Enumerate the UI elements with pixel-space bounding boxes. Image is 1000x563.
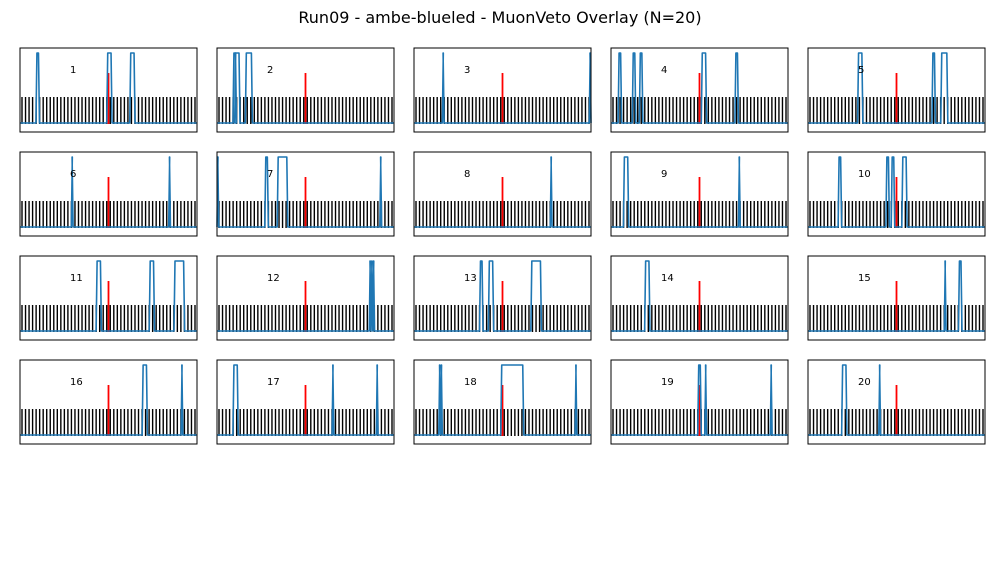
panel-label: 2 bbox=[267, 65, 273, 76]
panel-label: 12 bbox=[267, 273, 280, 284]
panel-label: 16 bbox=[70, 377, 83, 388]
panel-4: 4 bbox=[610, 47, 789, 133]
panel-18: 18 bbox=[413, 359, 592, 445]
panel-label: 10 bbox=[858, 169, 871, 180]
panel-frame bbox=[807, 151, 986, 237]
trace-line bbox=[611, 364, 788, 436]
panel-frame bbox=[413, 255, 592, 341]
panel-13: 13 bbox=[413, 255, 592, 341]
panel-label: 7 bbox=[267, 169, 273, 180]
panel-20: 20 bbox=[807, 359, 986, 445]
panel-1: 1 bbox=[19, 47, 198, 133]
panel-frame bbox=[19, 255, 198, 341]
panel-frame bbox=[610, 255, 789, 341]
panel-10: 10 bbox=[807, 151, 986, 237]
panel-frame bbox=[413, 47, 592, 133]
trace-line bbox=[611, 156, 788, 228]
panel-6: 6 bbox=[19, 151, 198, 237]
trace-line bbox=[808, 156, 985, 228]
trace-line bbox=[20, 364, 197, 436]
panel-15: 15 bbox=[807, 255, 986, 341]
trace-line bbox=[808, 52, 985, 124]
trace-line bbox=[808, 364, 985, 436]
panel-frame bbox=[610, 47, 789, 133]
panel-label: 17 bbox=[267, 377, 280, 388]
panel-3: 3 bbox=[413, 47, 592, 133]
trace-line bbox=[20, 260, 197, 332]
panel-label: 4 bbox=[661, 65, 667, 76]
panel-label: 20 bbox=[858, 377, 871, 388]
panel-label: 13 bbox=[464, 273, 477, 284]
figure-title: Run09 - ambe-blueled - MuonVeto Overlay … bbox=[298, 8, 702, 27]
panel-label: 8 bbox=[464, 169, 470, 180]
panel-7: 7 bbox=[216, 151, 395, 237]
panel-label: 6 bbox=[70, 169, 76, 180]
panel-label: 14 bbox=[661, 273, 674, 284]
panel-label: 11 bbox=[70, 273, 83, 284]
panel-17: 17 bbox=[216, 359, 395, 445]
trace-line bbox=[611, 52, 788, 124]
trace-line bbox=[414, 156, 591, 228]
trace-line bbox=[414, 260, 591, 332]
panel-9: 9 bbox=[610, 151, 789, 237]
panel-label: 19 bbox=[661, 377, 674, 388]
panel-frame bbox=[807, 359, 986, 445]
panel-2: 2 bbox=[216, 47, 395, 133]
panel-label: 1 bbox=[70, 65, 76, 76]
trace-line bbox=[20, 52, 197, 124]
trace-line bbox=[217, 260, 394, 332]
panel-19: 19 bbox=[610, 359, 789, 445]
panel-frame bbox=[216, 151, 395, 237]
panel-label: 9 bbox=[661, 169, 667, 180]
panel-label: 5 bbox=[858, 65, 864, 76]
trace-line bbox=[216, 156, 394, 228]
trace-line bbox=[217, 52, 394, 124]
panel-frame bbox=[19, 359, 198, 445]
panel-8: 8 bbox=[413, 151, 592, 237]
panel-frame bbox=[413, 151, 592, 237]
panel-frame bbox=[216, 47, 395, 133]
panel-11: 11 bbox=[19, 255, 198, 341]
panel-frame bbox=[413, 359, 592, 445]
trace-line bbox=[20, 156, 197, 228]
trace-line bbox=[217, 364, 394, 436]
trace-line bbox=[414, 364, 591, 436]
panel-frame bbox=[19, 47, 198, 133]
panel-label: 15 bbox=[858, 273, 871, 284]
panel-frame bbox=[610, 359, 789, 445]
panel-16: 16 bbox=[19, 359, 198, 445]
panel-frame bbox=[807, 47, 986, 133]
panel-12: 12 bbox=[216, 255, 395, 341]
trace-line bbox=[611, 260, 788, 332]
panel-frame bbox=[807, 255, 986, 341]
panel-label: 3 bbox=[464, 65, 470, 76]
panel-frame bbox=[216, 359, 395, 445]
panel-frame bbox=[216, 255, 395, 341]
panel-label: 18 bbox=[464, 377, 477, 388]
trace-line bbox=[414, 52, 592, 124]
panel-frame bbox=[610, 151, 789, 237]
panel-14: 14 bbox=[610, 255, 789, 341]
trace-line bbox=[808, 260, 985, 332]
panel-frame bbox=[19, 151, 198, 237]
panel-5: 5 bbox=[807, 47, 986, 133]
